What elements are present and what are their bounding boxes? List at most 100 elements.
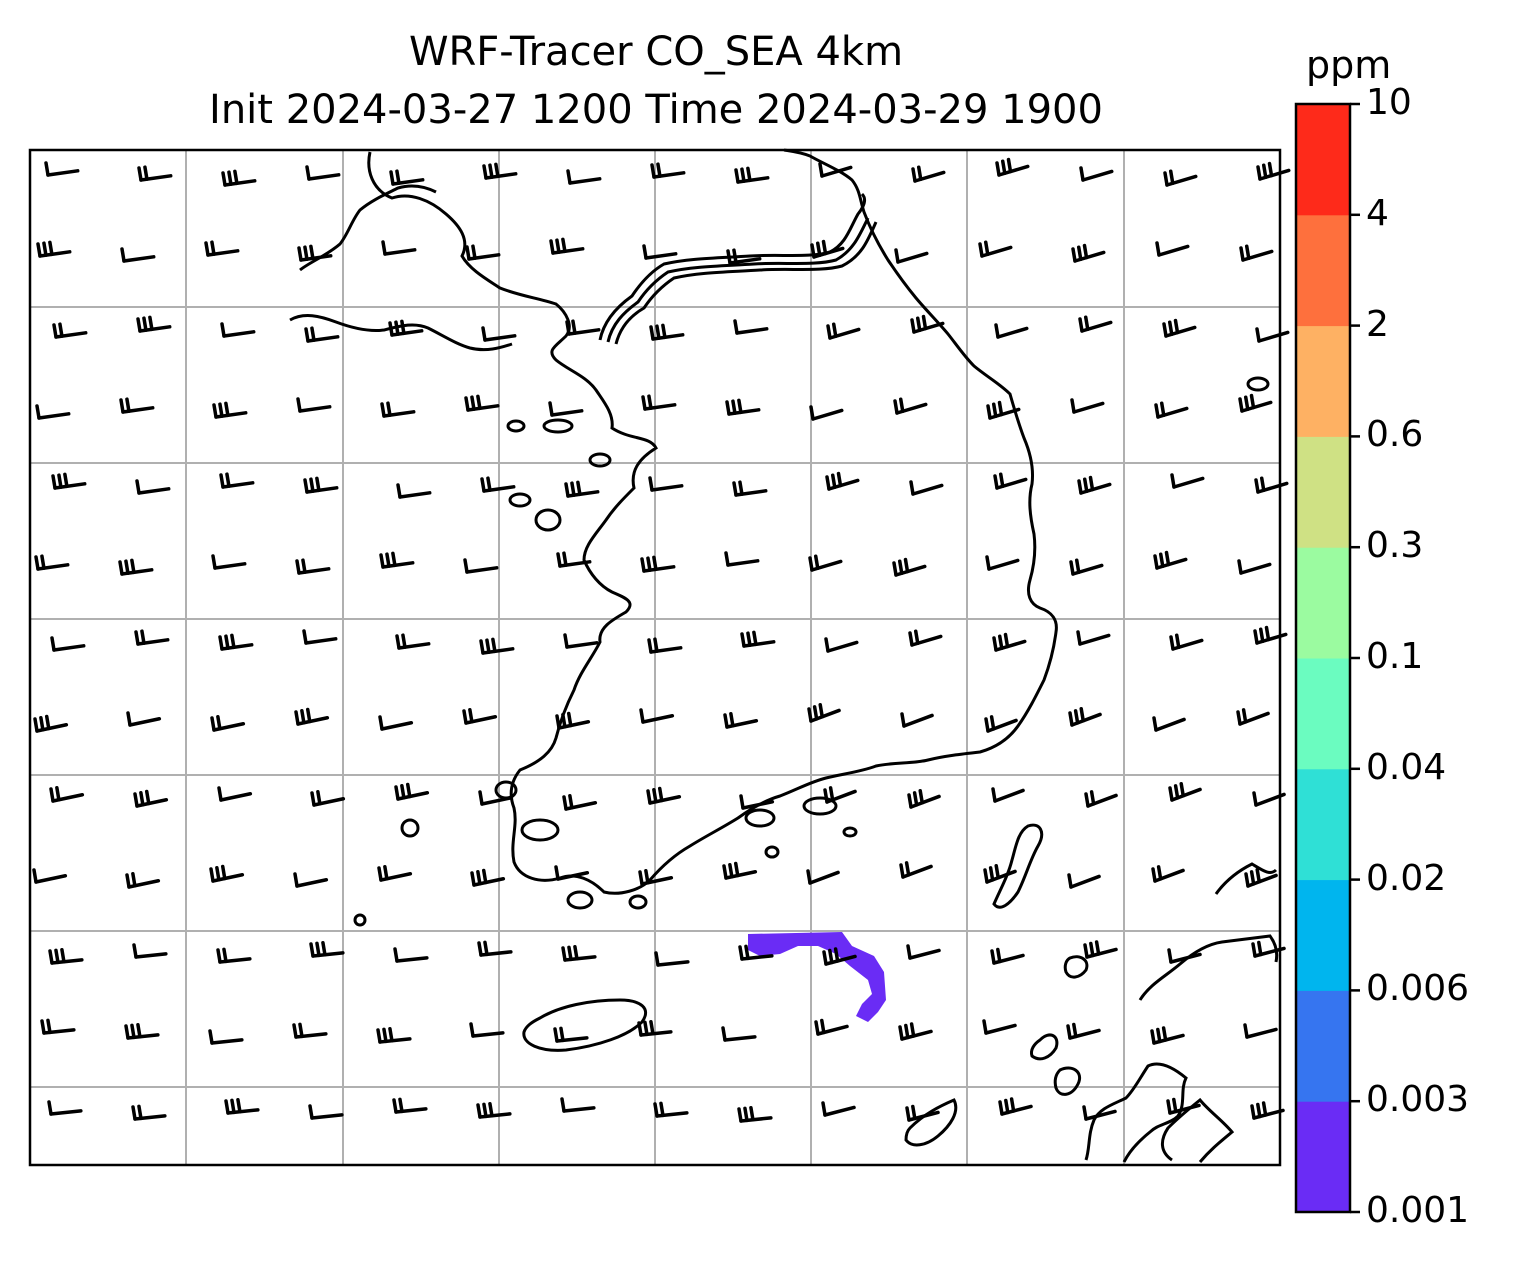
wind-barb xyxy=(821,1101,856,1117)
island xyxy=(1063,955,1089,979)
colorbar-segment xyxy=(1296,436,1350,548)
colorbar xyxy=(1294,102,1360,1214)
wind-barb xyxy=(462,708,498,725)
colorbar-tick-label: 4 xyxy=(1366,192,1389,234)
wind-barb xyxy=(566,169,602,185)
wind-barb xyxy=(721,1026,757,1042)
wind-barb xyxy=(908,629,943,647)
wind-barb xyxy=(381,240,417,256)
wind-barb xyxy=(49,786,85,803)
wind-barb xyxy=(1076,630,1111,646)
wind-barb xyxy=(393,947,429,963)
colorbar-tick-label: 0.02 xyxy=(1366,857,1447,899)
wind-barb xyxy=(814,1018,849,1036)
wind-barb xyxy=(906,944,941,960)
wind-barb xyxy=(994,323,1029,339)
wind-barb xyxy=(463,558,499,574)
wind-barb xyxy=(983,864,1017,884)
island xyxy=(904,1098,958,1147)
wind-barb xyxy=(639,708,675,724)
wind-barb xyxy=(900,712,934,728)
gridlines xyxy=(30,150,1280,1165)
colorbar-segment xyxy=(1296,547,1350,659)
wind-barb xyxy=(1237,559,1272,575)
wind-barb xyxy=(993,472,1028,490)
island xyxy=(744,808,776,828)
wind-barb xyxy=(808,554,843,572)
wind-barb xyxy=(911,165,946,183)
wind-barb xyxy=(554,865,590,881)
wind-barb xyxy=(302,629,338,645)
wind-barb xyxy=(305,165,341,181)
map-title-line2: Init 2024-03-27 1200 Time 2024-03-29 190… xyxy=(209,87,1103,133)
wind-barb xyxy=(1238,393,1273,413)
island xyxy=(542,418,574,434)
wind-barb xyxy=(294,707,330,726)
wind-barb xyxy=(1236,708,1270,726)
wind-barb xyxy=(380,401,416,418)
wind-barb xyxy=(990,947,1025,965)
colorbar-tick-label: 0.001 xyxy=(1366,1190,1470,1231)
wind-barb xyxy=(1070,398,1105,414)
wind-barb xyxy=(892,557,927,577)
wind-barb xyxy=(218,633,254,651)
colorbar-segment xyxy=(1296,1101,1350,1213)
wind-barb xyxy=(1066,1022,1101,1040)
map-title-line1: WRF-Tracer CO_SEA 4km xyxy=(408,29,904,75)
wind-barb xyxy=(1153,550,1188,570)
wind-barb xyxy=(992,632,1027,652)
wind-barb xyxy=(1244,868,1278,888)
wind-barb xyxy=(995,157,1030,177)
wind-barb xyxy=(376,1026,412,1044)
wind-barb xyxy=(297,244,333,262)
coastline-china xyxy=(289,314,513,352)
island-tsushima xyxy=(992,823,1044,909)
wind-barb xyxy=(395,633,431,650)
wind-barb xyxy=(1167,948,1202,964)
colorbar-tick-label: 0.6 xyxy=(1366,414,1424,456)
wind-barb xyxy=(649,323,685,341)
wind-barb xyxy=(378,715,414,731)
wind-barb xyxy=(478,790,514,806)
colorbar-segment xyxy=(1296,658,1350,770)
island xyxy=(508,492,532,508)
wind-barb xyxy=(392,1097,428,1114)
colorbar-tick-label: 0.3 xyxy=(1366,525,1424,567)
wind-barb xyxy=(564,480,600,498)
wind-barb xyxy=(465,244,501,261)
wind-barb xyxy=(734,166,770,184)
wind-barb xyxy=(909,480,944,496)
wind-barb xyxy=(985,555,1020,571)
wind-barb xyxy=(822,947,857,966)
wind-barb xyxy=(119,397,155,414)
wind-barb xyxy=(1152,716,1186,732)
border-line xyxy=(598,192,867,341)
wind-barb xyxy=(1254,476,1289,494)
island xyxy=(802,796,838,816)
coastline-kyushu xyxy=(1161,1097,1235,1163)
coastline-honshu xyxy=(1214,862,1278,895)
wind-barb xyxy=(217,786,253,802)
wind-barb xyxy=(51,472,87,490)
wind-barb xyxy=(292,1022,328,1039)
wind-barb xyxy=(308,1104,344,1120)
wind-barb xyxy=(137,165,173,182)
wind-barb xyxy=(136,315,172,333)
wind-barb xyxy=(133,789,169,808)
wind-barb xyxy=(481,326,517,342)
wind-barb xyxy=(724,551,760,567)
wind-barb xyxy=(389,169,425,186)
wind-barb xyxy=(477,940,513,957)
colorbar-segment xyxy=(1296,214,1350,327)
wind-barb xyxy=(1154,401,1189,419)
border-line xyxy=(614,221,878,345)
wind-barb xyxy=(470,868,506,887)
wind-barb xyxy=(1151,865,1185,883)
wind-barb xyxy=(986,400,1021,420)
wind-barb xyxy=(723,712,759,729)
island xyxy=(764,845,780,859)
wind-barb xyxy=(650,162,686,179)
wind-barb xyxy=(640,555,676,573)
island xyxy=(400,818,420,838)
wind-barb xyxy=(1077,475,1112,495)
